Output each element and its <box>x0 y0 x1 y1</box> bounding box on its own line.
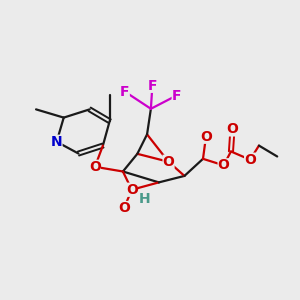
Text: F: F <box>120 85 130 99</box>
Text: O: O <box>89 160 101 174</box>
Text: N: N <box>51 135 62 149</box>
Text: O: O <box>244 153 256 167</box>
Text: F: F <box>148 79 157 93</box>
Text: H: H <box>139 192 151 206</box>
Text: O: O <box>118 201 130 215</box>
Text: O: O <box>200 130 212 144</box>
Text: F: F <box>172 88 181 103</box>
Text: O: O <box>163 155 175 169</box>
Text: O: O <box>226 122 238 136</box>
Text: O: O <box>126 183 138 197</box>
Text: O: O <box>218 158 230 172</box>
